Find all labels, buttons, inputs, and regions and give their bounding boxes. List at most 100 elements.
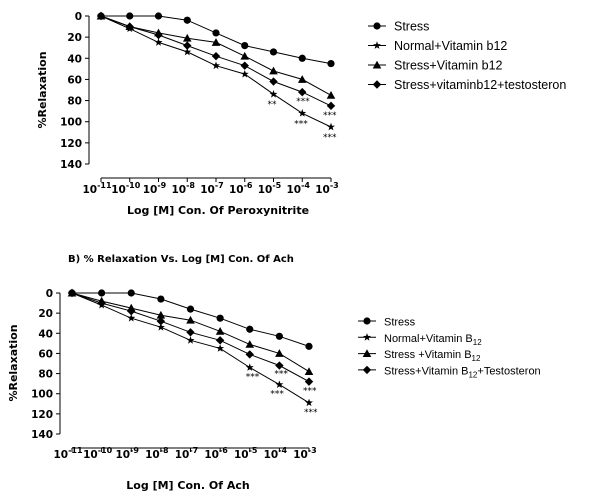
chart-2: B) % Relaxation Vs. Log [M] Con. Of Ach 0… bbox=[7, 254, 541, 492]
x-tick-label: 10-4 bbox=[264, 446, 288, 461]
legend-marker bbox=[362, 365, 372, 375]
data-point bbox=[156, 323, 165, 331]
data-point bbox=[216, 314, 224, 322]
data-point bbox=[275, 349, 284, 357]
y-tick-label: 60 bbox=[67, 74, 82, 86]
data-point bbox=[183, 16, 191, 24]
x-tick-exponent: -11 bbox=[97, 181, 112, 190]
data-point bbox=[67, 288, 77, 298]
legend-label: Stress +Vitamin B12 bbox=[384, 349, 481, 363]
data-point bbox=[305, 398, 313, 407]
data-point bbox=[125, 22, 134, 31]
data-point bbox=[269, 77, 278, 86]
x-tick-label: 10-6 bbox=[229, 181, 253, 196]
x-tick-base: 10 bbox=[293, 449, 308, 461]
legend-label: Stress bbox=[394, 20, 429, 34]
y-tick-label: 120 bbox=[31, 409, 53, 421]
y-tick-label: 40 bbox=[67, 53, 82, 65]
x-tick-label: 10-10 bbox=[83, 446, 113, 461]
y-tick-label: 20 bbox=[38, 308, 53, 320]
data-point bbox=[156, 310, 166, 319]
legend-label: Stress+Vitamin b12 bbox=[394, 59, 503, 73]
x-tick-label: 10-11 bbox=[53, 446, 83, 461]
significance-label: *** bbox=[274, 370, 288, 380]
series-circle bbox=[68, 289, 313, 350]
data-point bbox=[154, 12, 163, 20]
data-point bbox=[269, 66, 278, 75]
data-point bbox=[126, 12, 134, 20]
legend-text-part: +Testosteron bbox=[477, 365, 540, 377]
data-point bbox=[327, 122, 335, 131]
legend-label: Stress+vitaminb12+testosteron bbox=[394, 78, 566, 92]
data-point bbox=[298, 109, 307, 117]
legend-label: Stress+Vitamin B12+Testosteron bbox=[384, 365, 541, 379]
data-point bbox=[241, 42, 249, 50]
x-tick-label: 10-6 bbox=[204, 446, 228, 461]
x-tick-base: 10 bbox=[258, 184, 273, 196]
legend-label: Normal+Vitamin b12 bbox=[394, 39, 507, 53]
legend-marker bbox=[363, 317, 371, 325]
x-tick-base: 10 bbox=[200, 184, 215, 196]
data-point bbox=[326, 101, 336, 111]
significance-label: *** bbox=[294, 119, 308, 129]
y-axis-label: %Relaxation bbox=[36, 51, 49, 128]
legend-item: Stress bbox=[358, 317, 416, 329]
series-diamond bbox=[96, 11, 336, 111]
x-tick-label: 10-3 bbox=[293, 446, 317, 461]
x-tick-exponent: -9 bbox=[130, 446, 139, 455]
legend-text-part: Stress+Vitamin B bbox=[384, 365, 468, 377]
significance-label: ** bbox=[268, 100, 278, 110]
significance-label: *** bbox=[323, 111, 337, 121]
data-point bbox=[186, 336, 195, 344]
data-point bbox=[245, 350, 254, 359]
y-tick-label: 140 bbox=[31, 429, 53, 441]
x-tick-label: 10-10 bbox=[111, 181, 141, 196]
significance-label: *** bbox=[296, 97, 310, 107]
y-tick-label: 20 bbox=[67, 32, 82, 44]
legend-item: Stress bbox=[368, 20, 429, 34]
data-point bbox=[305, 342, 313, 350]
legend-marker bbox=[372, 80, 382, 89]
data-point bbox=[216, 344, 225, 352]
x-tick-exponent: -11 bbox=[68, 446, 83, 455]
x-tick-base: 10 bbox=[286, 184, 301, 196]
data-point bbox=[240, 61, 249, 70]
x-tick-base: 10 bbox=[229, 184, 244, 196]
x-tick-exponent: -3 bbox=[308, 446, 317, 455]
y-tick-label: 80 bbox=[67, 96, 82, 108]
data-point bbox=[127, 313, 136, 322]
x-tick-label: 10-7 bbox=[175, 446, 199, 461]
data-point bbox=[304, 377, 314, 386]
x-tick-base: 10 bbox=[315, 184, 330, 196]
x-tick-base: 10 bbox=[115, 449, 130, 461]
data-point bbox=[245, 340, 255, 348]
legend-item: Stress +Vitamin B12 bbox=[358, 349, 481, 363]
legend-text-part: Normal+Vitamin B bbox=[384, 333, 473, 345]
x-tick-label: 10-4 bbox=[286, 181, 310, 196]
x-tick-base: 10 bbox=[111, 184, 126, 196]
data-point bbox=[269, 90, 278, 98]
data-point bbox=[275, 380, 284, 389]
legend-item: Stress+Vitamin B12+Testosteron bbox=[358, 365, 541, 379]
data-point bbox=[240, 51, 250, 60]
data-point bbox=[212, 29, 220, 37]
data-point bbox=[96, 11, 106, 21]
legend-marker bbox=[373, 22, 381, 30]
legend-item: Stress+vitaminb12+testosteron bbox=[368, 78, 566, 92]
x-tick-base: 10 bbox=[53, 449, 68, 461]
x-tick-base: 10 bbox=[234, 449, 249, 461]
x-tick-exponent: -5 bbox=[272, 181, 281, 190]
x-tick-label: 10-11 bbox=[82, 181, 112, 196]
data-point bbox=[127, 306, 136, 316]
data-point bbox=[215, 326, 225, 335]
data-point bbox=[297, 75, 307, 83]
data-point bbox=[240, 69, 249, 78]
data-point bbox=[97, 298, 106, 308]
significance-label: *** bbox=[246, 373, 260, 383]
legend-item: Stress+Vitamin b12 bbox=[368, 59, 503, 73]
data-point bbox=[154, 30, 163, 40]
x-tick-label: 10-9 bbox=[143, 181, 167, 196]
data-point bbox=[186, 315, 195, 324]
y-axis-label: %Relaxation bbox=[7, 324, 20, 401]
